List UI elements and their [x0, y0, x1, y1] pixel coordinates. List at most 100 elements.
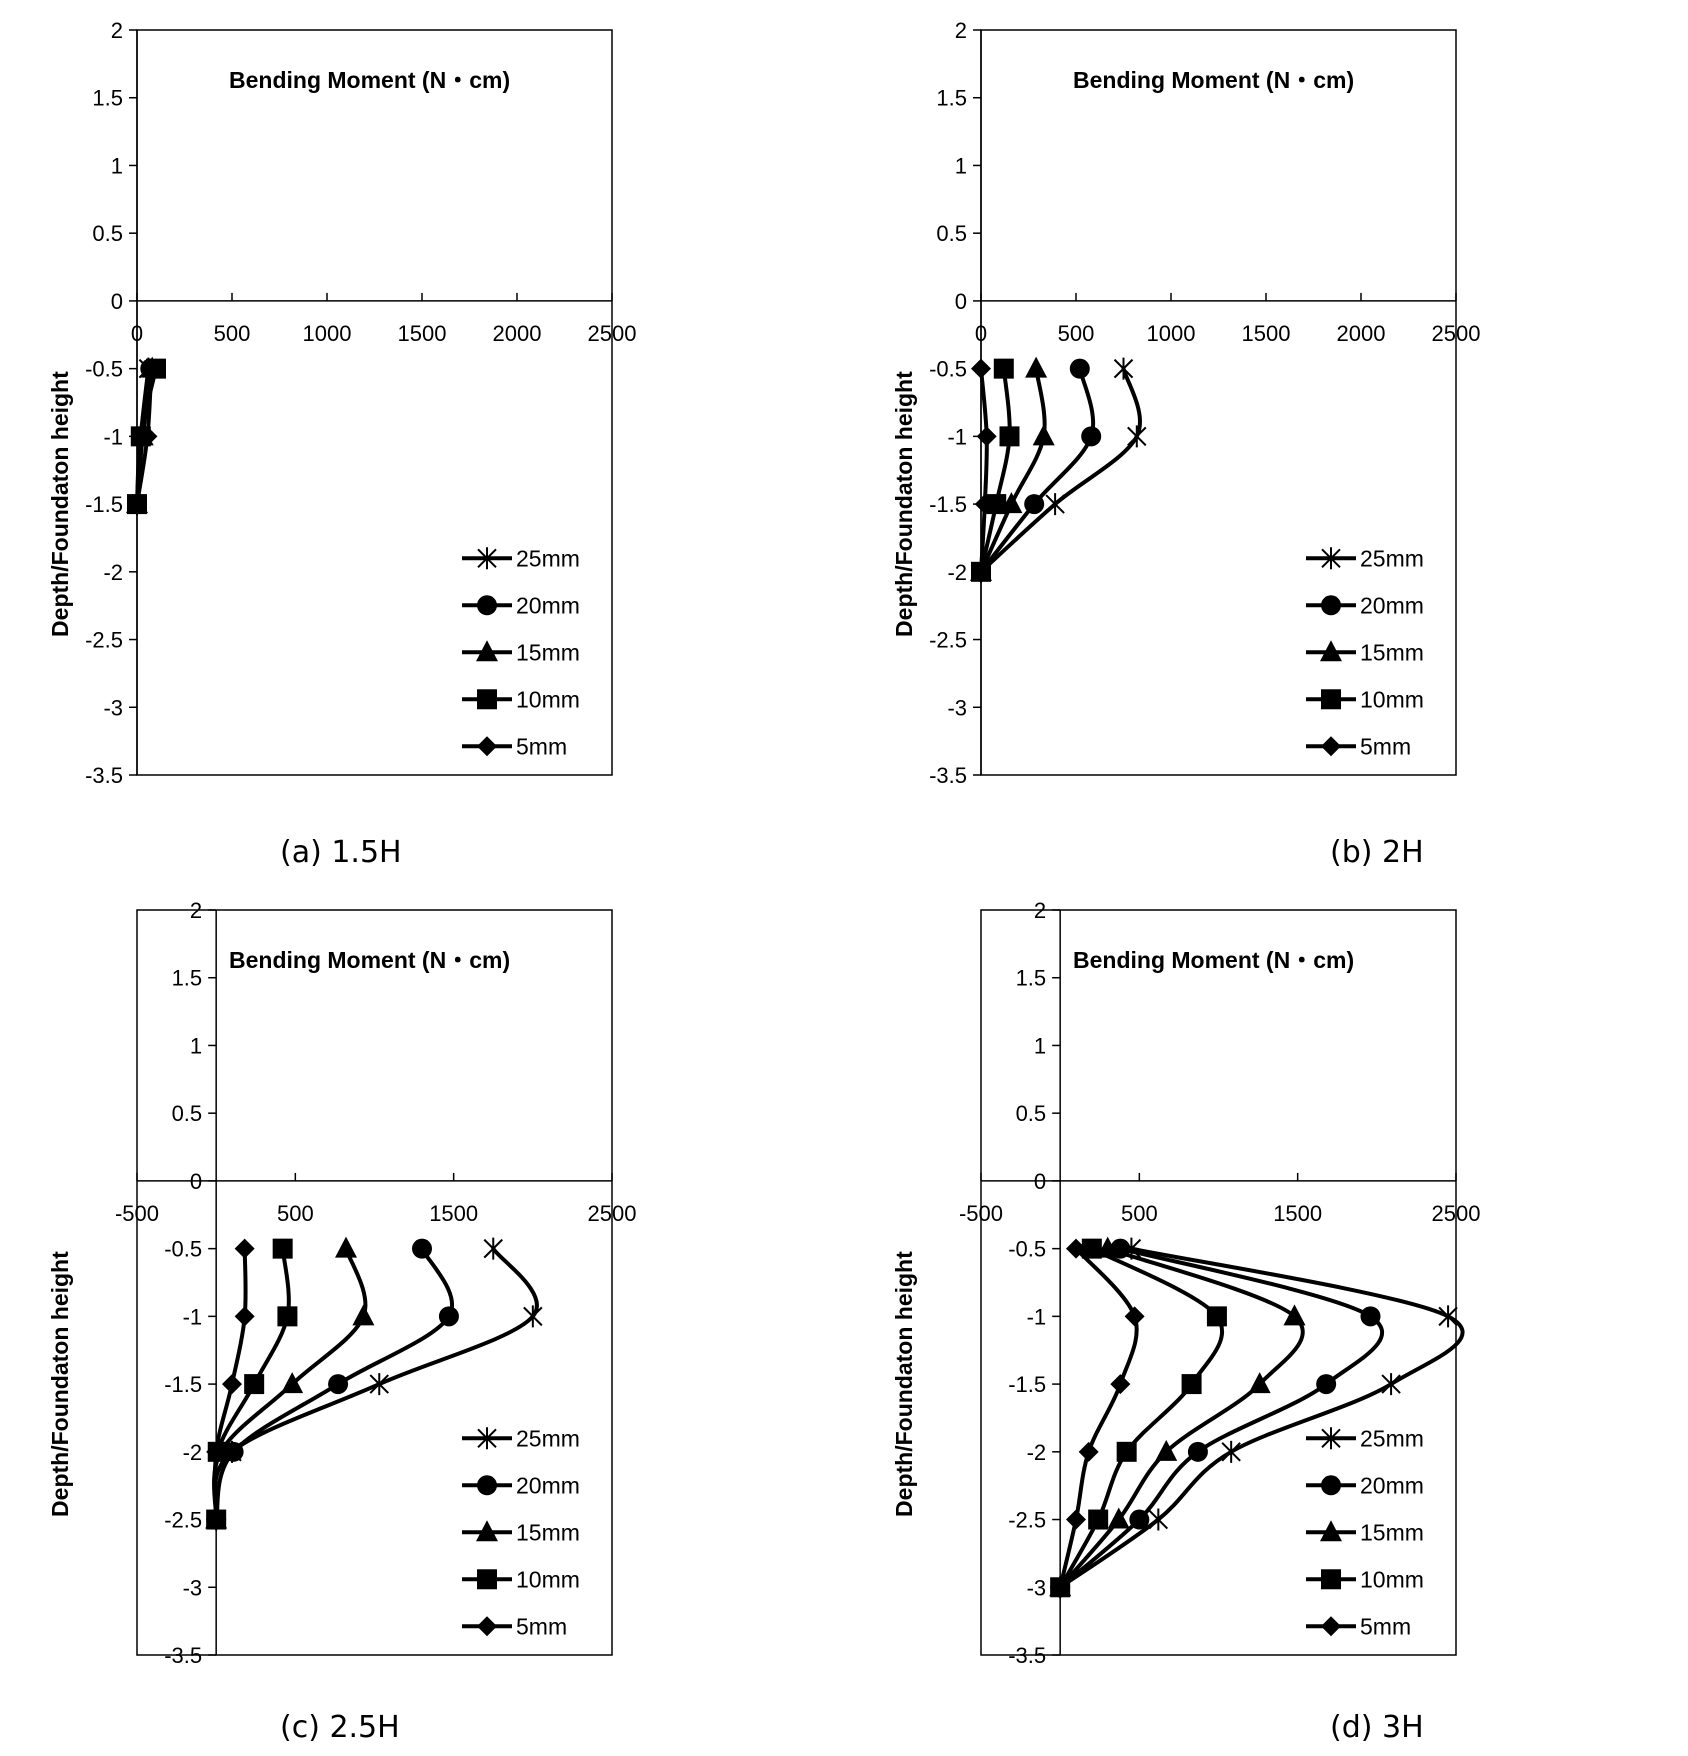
- data-point-c-15mm-2: [281, 1372, 304, 1394]
- y-tick-label-a-4: 0: [111, 289, 123, 314]
- series-line-d-5mm: [1058, 1246, 1139, 1590]
- series-line-b-20mm: [979, 366, 1096, 574]
- legend-marker-c-15mm: [476, 1520, 498, 1542]
- x-tick-label-d-3: 2500: [1432, 1201, 1481, 1226]
- y-tick-label-d-0: 2: [1034, 898, 1046, 923]
- y-tick-label-c-11: -3.5: [164, 1643, 202, 1668]
- data-point-d-25mm-3: [1221, 1440, 1241, 1463]
- data-point-c-5mm-2: [222, 1374, 242, 1395]
- legend-label-c-25mm: 25mm: [516, 1425, 580, 1451]
- y-tick-label-b-8: -2: [947, 560, 967, 585]
- data-point-d-5mm-0: [1066, 1238, 1086, 1259]
- y-tick-label-a-10: -3: [103, 695, 123, 720]
- legend-marker-d-5mm: [1321, 1616, 1341, 1637]
- y-tick-label-c-4: 0: [190, 1169, 202, 1194]
- data-point-c-25mm-1: [523, 1305, 543, 1328]
- y-tick-label-d-3: 0.5: [1016, 1101, 1047, 1126]
- y-tick-label-d-9: -2.5: [1008, 1508, 1046, 1533]
- chart-title-c: Bending Moment (N・cm): [229, 947, 510, 973]
- data-point-d-15mm-1: [1283, 1304, 1306, 1326]
- y-tick-label-d-11: -3.5: [1008, 1643, 1046, 1668]
- y-tick-label-b-5: -0.5: [929, 357, 967, 382]
- y-tick-label-c-2: 1: [190, 1033, 202, 1058]
- y-tick-label-a-6: -1: [103, 424, 123, 449]
- chart-panel-c: 2 1.5 1 0.5 0 -0.5 -1 -1.5 -2 -2.5 -3 -3.5 -500 500 15…: [47, 898, 637, 1668]
- legend-marker-a-20mm: [477, 595, 497, 616]
- y-tick-label-c-3: 0.5: [172, 1101, 203, 1126]
- legend-marker-d-10mm: [1321, 1569, 1341, 1590]
- data-point-d-5mm-3: [1078, 1441, 1099, 1462]
- data-point-d-20mm-4: [1129, 1509, 1150, 1530]
- x-tick-label-a-0: 0: [131, 321, 143, 346]
- y-axis-label-b: Depth/Foundaton height: [891, 371, 917, 637]
- y-tick-label-d-7: -1.5: [1008, 1372, 1046, 1397]
- y-tick-label-d-4: 0: [1034, 1169, 1046, 1194]
- data-point-c-5mm-0: [234, 1238, 255, 1259]
- y-tick-label-b-10: -3: [947, 695, 967, 720]
- data-point-c-20mm-2: [328, 1374, 349, 1395]
- data-point-c-5mm-1: [234, 1306, 255, 1327]
- data-point-b-10mm-0: [993, 358, 1014, 379]
- y-tick-label-b-11: -3.5: [929, 763, 967, 788]
- legend-label-d-10mm: 10mm: [1360, 1566, 1424, 1592]
- chart-title-a: Bending Moment (N・cm): [229, 67, 510, 93]
- y-tick-label-d-2: 1: [1034, 1033, 1046, 1058]
- y-axis-label-d: Depth/Foundaton height: [891, 1251, 917, 1517]
- caption-c: (c) 2.5H: [280, 1710, 400, 1745]
- y-tick-label-b-2: 1: [955, 153, 967, 178]
- y-tick-label-a-1: 1.5: [92, 86, 123, 111]
- legend-label-b-10mm: 10mm: [1360, 686, 1424, 712]
- chart-panel-a: 2 1.5 1 0.5 0 -0.5 -1 -1.5 -2 -2.5 -3 -3.5 0 500 1000 1…: [47, 18, 636, 788]
- data-point-d-20mm-2: [1316, 1374, 1337, 1395]
- x-tick-label-b-4: 2000: [1337, 321, 1386, 346]
- series-line-b-25mm: [979, 366, 1142, 574]
- x-tick-label-c-0: -500: [115, 1201, 159, 1226]
- legend-marker-c-10mm: [477, 1569, 497, 1590]
- data-point-b-5mm-0: [971, 358, 991, 379]
- y-tick-label-b-1: 1.5: [936, 86, 967, 111]
- legend-marker-b-10mm: [1321, 689, 1341, 710]
- y-axis-label-c: Depth/Foundaton height: [47, 1251, 73, 1517]
- x-tick-label-a-4: 2000: [493, 321, 542, 346]
- data-point-c-15mm-1: [352, 1304, 375, 1326]
- data-point-b-20mm-0: [1069, 358, 1090, 379]
- y-tick-label-c-5: -0.5: [164, 1237, 202, 1262]
- legend-marker-d-20mm: [1321, 1475, 1341, 1496]
- y-tick-label-b-4: 0: [955, 289, 967, 314]
- x-tick-label-b-3: 1500: [1242, 321, 1291, 346]
- series-line-d-10mm: [1058, 1246, 1225, 1590]
- data-point-d-5mm-1: [1124, 1306, 1145, 1327]
- y-tick-label-c-9: -2.5: [164, 1508, 202, 1533]
- legend-label-b-15mm: 15mm: [1360, 639, 1424, 665]
- data-point-d-10mm-3: [1116, 1441, 1137, 1462]
- legend-marker-a-25mm: [477, 547, 497, 570]
- data-point-b-25mm-0: [1113, 357, 1134, 380]
- y-tick-label-a-3: 0.5: [92, 221, 123, 246]
- data-point-c-10mm-0: [272, 1238, 293, 1259]
- y-tick-label-c-10: -3: [183, 1575, 203, 1600]
- legend-label-c-5mm: 5mm: [516, 1613, 567, 1639]
- x-tick-label-b-5: 2500: [1432, 321, 1481, 346]
- caption-d: (d) 3H: [1330, 1710, 1424, 1745]
- legend-label-c-15mm: 15mm: [516, 1519, 580, 1545]
- data-point-c-20mm-1: [438, 1306, 459, 1327]
- x-tick-label-c-1: 500: [277, 1201, 314, 1226]
- chart-title-d: Bending Moment (N・cm): [1073, 947, 1354, 973]
- y-tick-label-d-1: 1.5: [1016, 966, 1047, 991]
- y-tick-label-c-0: 2: [190, 898, 202, 923]
- legend-label-d-20mm: 20mm: [1360, 1472, 1424, 1498]
- legend-marker-c-5mm: [477, 1616, 497, 1637]
- x-tick-label-d-1: 500: [1121, 1201, 1158, 1226]
- data-point-b-15mm-0: [1025, 356, 1048, 378]
- legend-marker-a-15mm: [476, 640, 498, 662]
- legend-label-b-5mm: 5mm: [1360, 733, 1411, 759]
- y-tick-label-a-9: -2.5: [85, 628, 123, 653]
- y-tick-label-c-7: -1.5: [164, 1372, 202, 1397]
- x-tick-label-b-2: 1000: [1147, 321, 1196, 346]
- legend-label-d-15mm: 15mm: [1360, 1519, 1424, 1545]
- x-tick-label-d-0: -500: [959, 1201, 1003, 1226]
- x-tick-label-c-3: 2500: [588, 1201, 637, 1226]
- legend-marker-c-20mm: [477, 1475, 497, 1496]
- legend-marker-d-15mm: [1320, 1520, 1342, 1542]
